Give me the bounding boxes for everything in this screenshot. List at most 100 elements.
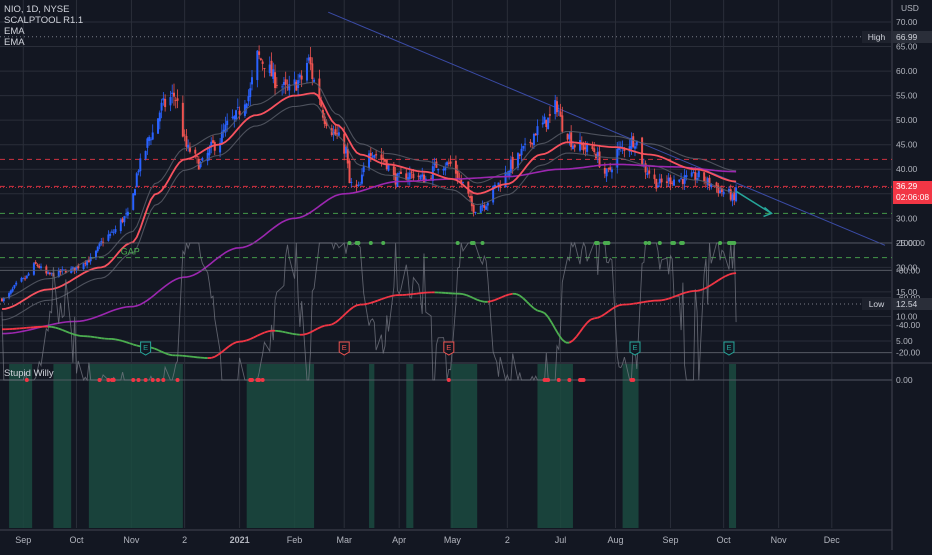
time-tick-label[interactable]: Mar [336, 535, 352, 545]
candle-body [732, 194, 734, 201]
candle-body [558, 110, 560, 111]
time-tick-label[interactable]: May [444, 535, 462, 545]
osc-signal-segment [488, 301, 492, 302]
legend-indicator-ema-2[interactable]: EMA [4, 37, 83, 48]
time-tick-label[interactable]: 2 [505, 535, 510, 545]
candle-body [99, 243, 101, 246]
osc-bottom-dot [647, 241, 651, 245]
candle-body [370, 153, 372, 156]
osc-tick-label[interactable]: -100.00 [896, 238, 925, 248]
candle-body [567, 134, 569, 140]
time-tick-label[interactable]: Oct [717, 535, 732, 545]
osc-signal-segment [697, 290, 701, 291]
earnings-flag[interactable]: E [339, 342, 349, 355]
candle-body [1, 298, 3, 301]
osc-signal-segment [55, 328, 59, 329]
earnings-flag[interactable]: E [630, 342, 640, 355]
price-tick-label[interactable]: 60.00 [896, 66, 918, 76]
osc-signal-segment [126, 342, 130, 343]
legend-symbol[interactable]: NIO, 1D, NYSE [4, 4, 83, 15]
price-tick-label[interactable]: 55.00 [896, 91, 918, 101]
candle-body [673, 180, 675, 186]
time-tick-label[interactable]: Aug [607, 535, 623, 545]
candle-body [212, 140, 214, 143]
osc-signal-segment [463, 294, 467, 295]
candle-body [579, 140, 581, 150]
price-tick-label[interactable]: 70.00 [896, 17, 918, 27]
price-tick-label[interactable]: 40.00 [896, 164, 918, 174]
osc-top-dot [257, 378, 261, 382]
osc-signal-segment [686, 291, 690, 292]
candle-body [173, 93, 175, 97]
candle-body [262, 62, 264, 64]
candle-body [256, 51, 258, 80]
legend-indicator-scalptool[interactable]: SCALPTOOL R1.1 [4, 15, 83, 26]
time-tick-label[interactable]: 2021 [230, 535, 250, 545]
osc-signal-segment [268, 331, 272, 332]
osc-bull-zone [369, 364, 374, 528]
candle-body [21, 278, 23, 282]
candle-body [668, 178, 670, 182]
time-tick-label[interactable]: Apr [392, 535, 406, 545]
time-tick-label[interactable]: Nov [771, 535, 788, 545]
candle-body [249, 88, 251, 97]
candle-body [306, 63, 308, 81]
osc-signal-segment [637, 303, 641, 304]
currency-label[interactable]: USD [901, 3, 919, 13]
candle-body [531, 143, 533, 145]
time-tick-label[interactable]: Jul [555, 535, 567, 545]
price-tick-label[interactable]: 5.00 [896, 336, 913, 346]
osc-signal-segment [211, 357, 215, 358]
oscillator-title[interactable]: Stupid Willy [4, 368, 54, 379]
candle-body [519, 155, 521, 157]
osc-top-dot [582, 378, 586, 382]
candle-body [444, 167, 446, 170]
earnings-flag[interactable]: E [724, 342, 734, 355]
candle-body [678, 180, 680, 182]
candle-body [138, 171, 140, 173]
time-tick-label[interactable]: Sep [662, 535, 678, 545]
price-tick-label[interactable]: 45.00 [896, 140, 918, 150]
candle-body [393, 166, 395, 175]
osc-tick-label[interactable]: -20.00 [896, 348, 920, 358]
osc-bottom-dot [606, 241, 610, 245]
osc-tick-label[interactable]: -40.00 [896, 320, 920, 330]
candle-body [655, 179, 657, 189]
time-tick-label[interactable]: Oct [69, 535, 84, 545]
time-tick-label[interactable]: Feb [287, 535, 303, 545]
osc-signal-segment [119, 340, 123, 341]
earnings-flag-label: E [342, 343, 347, 352]
earnings-flag[interactable]: E [444, 342, 454, 355]
osc-tick-label[interactable]: 0.00 [896, 375, 913, 385]
candle-body [661, 179, 663, 183]
osc-top-dot [447, 378, 451, 382]
candle-body [568, 135, 570, 139]
osc-signal-segment [52, 327, 56, 328]
earnings-flag[interactable]: E [141, 342, 151, 355]
candle-body [28, 274, 30, 276]
candle-body [310, 57, 312, 64]
time-tick-label[interactable]: Sep [15, 535, 31, 545]
candle-body [150, 139, 152, 140]
price-tick-label[interactable]: 65.00 [896, 42, 918, 52]
osc-signal-segment [236, 342, 240, 343]
osc-signal-segment [509, 294, 513, 295]
price-tick-label[interactable]: 50.00 [896, 115, 918, 125]
time-tick-label[interactable]: Dec [824, 535, 841, 545]
osc-signal-segment [321, 326, 325, 327]
time-tick-label[interactable]: Nov [123, 535, 140, 545]
low-price-badge[interactable]: 12.54 [893, 298, 932, 310]
candle-body [161, 103, 163, 111]
candle-body [443, 169, 445, 171]
osc-signal-segment [392, 295, 396, 296]
osc-signal-segment [133, 344, 137, 345]
time-tick-label[interactable]: 2 [182, 535, 187, 545]
candle-body [703, 172, 705, 181]
price-tick-label[interactable]: 30.00 [896, 213, 918, 223]
legend-indicator-ema-1[interactable]: EMA [4, 26, 83, 37]
osc-tick-label[interactable]: -80.00 [896, 265, 920, 275]
osc-top-dot [567, 378, 571, 382]
high-price-badge[interactable]: 66.99 [893, 31, 932, 43]
